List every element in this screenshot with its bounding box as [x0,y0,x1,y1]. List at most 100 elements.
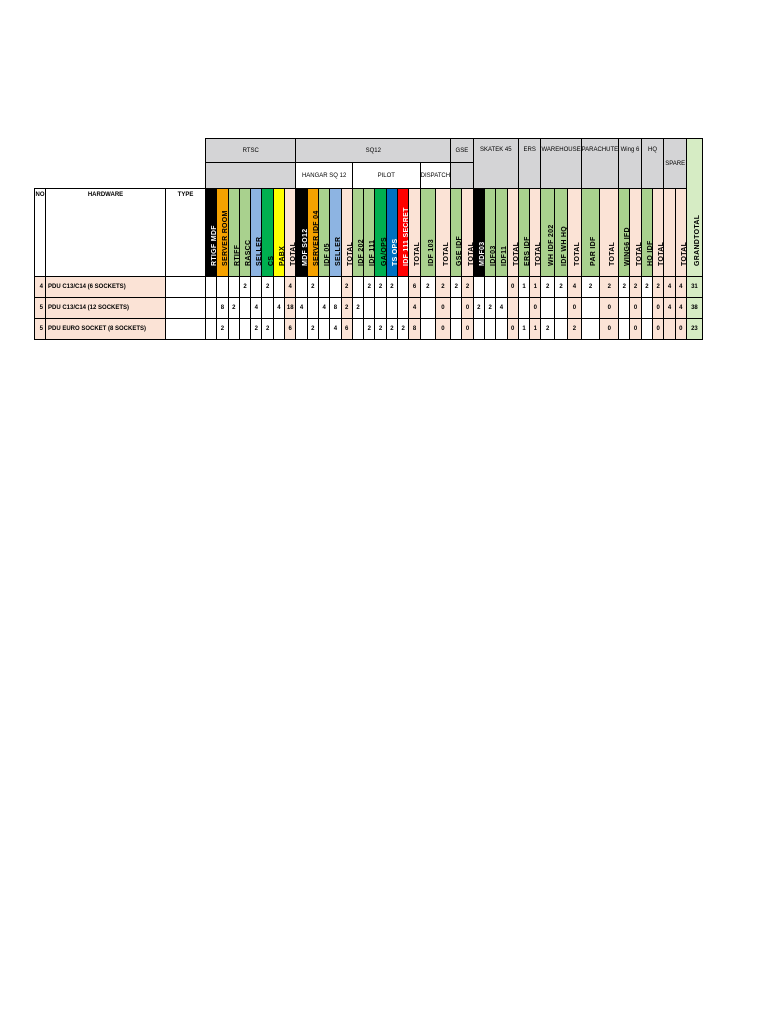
row-value-cell [450,318,463,340]
column-header: IDF03 [483,188,497,277]
row-value-cell [306,297,319,319]
header-hardware: HARDWARE [45,188,166,277]
row-total-cell: 0 [674,318,687,340]
row-value-cell: 4 [317,297,331,319]
row-value-cell [363,297,376,319]
row-total-cell [663,318,676,340]
column-header: TOTAL [567,188,582,277]
row-total-cell: 2 [567,318,582,340]
row-total-cell: 0 [506,276,519,298]
column-header: TOTAL [674,188,687,277]
column-header-label: TOTAL [680,241,687,266]
column-header-row: NO HARDWARE TYPE RTIGF MDF SERVER ROOM RTI… [34,188,703,277]
row-total-cell: 6 [340,318,353,340]
row-value-cell: 2 [363,318,376,340]
row-total-cell: 4 [663,297,676,319]
row-value-cell [317,276,331,298]
column-header-label: PAR IDF [590,236,598,266]
row-value-cell: 2 [261,318,274,340]
row-value-cell: 2 [540,276,555,298]
row-value-cell: 2 [618,276,631,298]
row-value-cell: 2 [472,297,485,319]
row-value-cell [618,318,631,340]
row-total-cell: 4 [567,276,582,298]
column-header: RTIGF MDF [204,188,218,277]
row-no: 5 [34,318,46,340]
column-header: TOTAL [461,188,474,277]
row-value-cell: 2 [250,318,263,340]
row-total-cell: 0 [529,297,542,319]
row-total-cell: 0 [629,297,642,319]
column-header: RTIFF [227,188,240,277]
group-wing6: Wing 6 [618,138,642,189]
column-header: IDF WH HQ [553,188,569,277]
row-total-cell: 0 [652,297,665,319]
row-value-cell [419,318,436,340]
row-value-cell [204,297,218,319]
column-header: TOTAL [629,188,642,277]
group-sq12: SQ12 [295,138,452,163]
row-value-cell [580,318,601,340]
row-value-cell: 2 [216,318,229,340]
subgroup-rtsc-blank [204,162,297,189]
row-type [165,297,206,319]
column-header: TOTAL [529,188,542,277]
subgroup-pilot: PILOT [351,162,421,189]
row-total-cell: 4 [663,276,676,298]
row-total-cell: 18 [284,297,297,319]
row-total-cell: 2 [652,276,665,298]
row-value-cell [419,297,436,319]
row-value-cell: 2 [385,276,399,298]
row-value-cell [351,318,365,340]
row-value-cell: 1 [517,318,531,340]
group-parachute: PARACHUTE [580,138,620,189]
column-header: PAR IDF [580,188,601,277]
row-value-cell: 2 [261,276,274,298]
row-value-cell [227,318,240,340]
group-ers: ERS [517,138,542,189]
row-value-cell: 8 [216,297,229,319]
row-value-cell [472,318,485,340]
row-value-cell: 2 [640,276,654,298]
column-header: WH IDF 202 [540,188,555,277]
row-hardware: PDU EURO SOCKET (8 SOCKETS) [45,318,166,340]
row-value-cell: 2 [580,276,601,298]
row-value-cell [272,276,286,298]
row-value-cell [216,276,229,298]
row-value-cell [204,276,218,298]
row-value-cell: 2 [419,276,436,298]
row-value-cell: 4 [329,318,342,340]
row-value-cell [238,318,252,340]
row-total-cell: 2 [340,276,353,298]
row-value-cell [450,297,463,319]
column-header: GA/OPS [374,188,387,277]
column-header: TOTAL [434,188,452,277]
row-total-cell: 0 [461,297,474,319]
header-type: TYPE [165,188,206,277]
column-header: TOTAL [408,188,421,277]
row-value-cell [295,276,308,298]
column-header: SERVER ROOM [216,188,229,277]
row-value-cell: 2 [363,276,376,298]
group-rtsc: RTSC [204,138,297,163]
row-type [165,276,206,298]
row-value-cell [261,297,274,319]
column-header-label: WH IDF 202 [547,224,555,266]
row-total-cell [506,297,519,319]
row-value-cell [483,276,497,298]
column-header: TOTAL [599,188,620,277]
row-value-cell [640,297,654,319]
row-value-cell [295,318,308,340]
row-value-cell [553,318,569,340]
group-spare: SPARE [663,138,687,189]
column-header-label: IDF 103 [427,239,435,266]
column-header: TOTAL [284,188,297,277]
row-value-cell [495,318,508,340]
row-total-cell: 0 [434,297,452,319]
row-total-cell: 0 [629,318,642,340]
row-total-cell: 1 [529,276,542,298]
row-value-cell [374,297,387,319]
column-header: PABX [272,188,286,277]
row-value-cell [472,276,485,298]
row-total-cell: 8 [408,318,421,340]
